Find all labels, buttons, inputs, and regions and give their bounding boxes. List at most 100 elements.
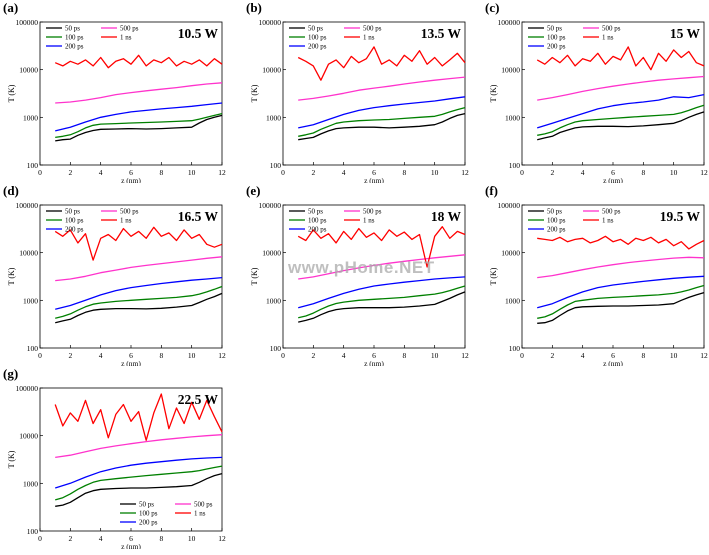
x-tick-label: 10 [670,168,678,177]
legend-label: 200 ps [308,226,327,234]
legend-label: 500 ps [363,25,382,33]
series-line-500-ps [298,254,466,280]
series-line-500-ps [298,76,466,101]
power-annotation: 22.5 W [178,392,219,407]
series-line-200-ps [298,96,466,129]
y-tick-label: 100000 [16,18,39,27]
legend-label: 500 ps [363,208,382,216]
y-tick-label: 10000 [501,249,520,258]
legend-label: 200 ps [65,226,84,234]
y-axis-label: T (K) [250,84,259,102]
legend-label: 100 ps [139,510,158,518]
legend-label: 50 ps [308,208,323,216]
panel-label: (b) [246,0,262,15]
x-tick-label: 12 [700,168,708,177]
y-tick-label: 10000 [19,432,38,441]
x-tick-label: 2 [68,168,72,177]
x-tick-label: 6 [129,534,133,543]
x-tick-label: 10 [431,168,439,177]
x-tick-label: 6 [372,351,376,360]
y-tick-label: 10000 [19,249,38,258]
y-tick-label: 10000 [19,66,38,75]
legend-label: 1 ns [194,510,206,518]
x-tick-label: 4 [99,351,103,360]
y-tick-label: 100 [509,161,521,170]
x-tick-label: 6 [129,168,133,177]
legend-label: 50 ps [547,208,562,216]
y-tick-label: 100 [27,344,39,353]
x-tick-label: 0 [38,168,42,177]
y-tick-label: 100000 [16,384,39,393]
panel-label: (e) [246,183,260,198]
y-tick-label: 1000 [505,296,520,305]
x-tick-label: 12 [461,351,469,360]
x-tick-label: 0 [520,351,524,360]
x-tick-label: 0 [281,168,285,177]
power-annotation: 19.5 W [660,209,701,224]
legend-label: 100 ps [308,34,327,42]
legend-label: 100 ps [547,217,566,225]
series-line-50-ps [55,114,223,142]
series-line-500-ps [537,75,705,101]
series-line-200-ps [55,456,223,489]
y-tick-label: 100000 [259,201,282,210]
legend-label: 500 ps [120,208,139,216]
legend-label: 1 ns [363,217,375,225]
series-line-50-ps [298,112,466,141]
series-line-1-ns [54,54,223,69]
x-tick-label: 6 [611,351,615,360]
legend-label: 1 ns [602,217,614,225]
x-axis-label: z (nm) [364,359,384,366]
y-tick-label: 100000 [498,201,521,210]
series-line-200-ps [537,93,705,129]
x-tick-label: 8 [159,168,163,177]
x-tick-label: 4 [342,168,346,177]
y-tick-label: 1000 [266,113,281,122]
y-tick-label: 1000 [23,113,38,122]
legend-label: 200 ps [139,519,158,527]
series-line-500-ps [55,434,223,459]
series-line-50-ps [55,292,223,324]
series-line-100-ps [537,284,705,319]
x-tick-label: 2 [68,534,72,543]
legend-label: 50 ps [308,25,323,33]
x-tick-label: 8 [159,351,163,360]
x-tick-label: 0 [38,534,42,543]
x-tick-label: 10 [188,168,196,177]
series-line-1-ns [536,46,705,71]
x-tick-label: 4 [581,168,585,177]
x-tick-label: 12 [218,168,226,177]
legend-label: 500 ps [120,25,139,33]
x-tick-label: 2 [311,168,315,177]
x-tick-label: 0 [520,168,524,177]
y-tick-label: 100 [509,344,521,353]
y-tick-label: 1000 [23,479,38,488]
chart-panel-f: (f) 0 2 4 6 8 10 12 100 1000 10000 100000 z (nm) T (K… [485,183,708,366]
y-axis-label: T (K) [7,450,16,468]
legend-label: 50 ps [65,25,80,33]
series-line-100-ps [55,285,223,319]
x-tick-label: 12 [218,351,226,360]
x-tick-label: 4 [99,534,103,543]
y-tick-label: 1000 [505,113,520,122]
x-tick-label: 8 [402,351,406,360]
series-line-1-ns [537,235,705,250]
y-tick-label: 100 [270,161,282,170]
y-axis-label: T (K) [7,267,16,285]
chart-panel-e: (e) 0 2 4 6 8 10 12 100 1000 10000 100000 z (nm) T (K… [246,183,469,366]
series-line-500-ps [55,256,223,282]
series-line-200-ps [537,275,705,309]
series-line-100-ps [55,465,223,501]
y-tick-label: 100000 [16,201,39,210]
power-annotation: 10.5 W [178,26,219,41]
watermark: www.pHome.NET [288,258,435,277]
y-tick-label: 10000 [262,249,281,258]
y-axis-label: T (K) [489,84,498,102]
x-axis-label: z (nm) [603,176,623,183]
legend-label: 50 ps [65,208,80,216]
x-axis-label: z (nm) [364,176,384,183]
x-tick-label: 10 [670,351,678,360]
panel-label: (f) [485,183,498,198]
power-annotation: 15 W [670,26,701,41]
x-tick-label: 10 [188,351,196,360]
